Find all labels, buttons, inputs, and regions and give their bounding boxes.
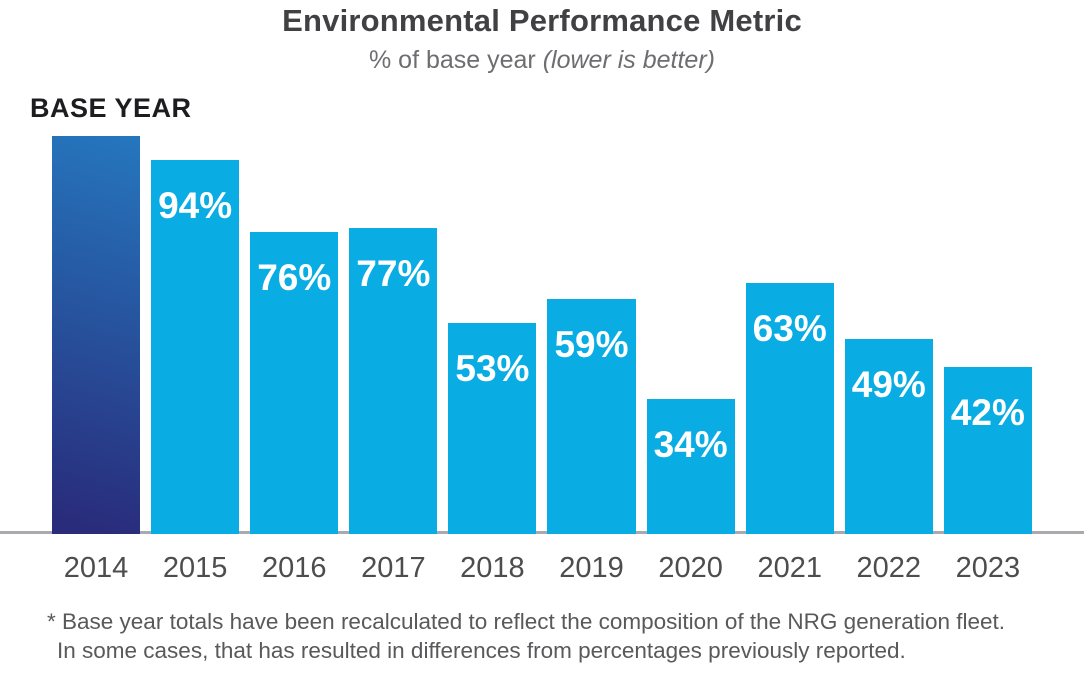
base-year-label: BASE YEAR bbox=[30, 93, 192, 123]
subtitle-text: % of base year bbox=[369, 46, 543, 74]
x-axis-label-2016: 2016 bbox=[261, 552, 327, 584]
bar-value-label-2021: 63% bbox=[752, 308, 827, 350]
bar-2023: 42% bbox=[943, 366, 1032, 534]
x-axis-label-2018: 2018 bbox=[460, 552, 525, 584]
subtitle-italic-text: (lower is better) bbox=[542, 46, 715, 74]
bar-2014 bbox=[52, 136, 141, 534]
bar-2016: 76% bbox=[250, 231, 339, 534]
bar-2020: 34% bbox=[646, 398, 735, 534]
x-axis-labels: 2014 2015 2016 2017 2018 2019 2020 2021 2022 2023 bbox=[52, 552, 1032, 585]
x-axis-label-2021: 2021 bbox=[757, 552, 822, 584]
chart-subtitle: % of base year (lower is better) bbox=[0, 46, 1084, 75]
x-axis-label-2023: 2023 bbox=[955, 552, 1021, 584]
x-axis-label-2014: 2014 bbox=[63, 552, 129, 584]
x-axis-label-2017: 2017 bbox=[361, 552, 426, 584]
bar-value-label-2019: 59% bbox=[554, 324, 629, 366]
bar-2017: 77% bbox=[349, 227, 438, 534]
bar-value-label-2015: 94% bbox=[158, 184, 233, 226]
bar-value-label-2023: 42% bbox=[950, 391, 1025, 433]
bar-2018: 53% bbox=[448, 323, 537, 534]
footnote: * Base year totals have been recalculate… bbox=[47, 607, 1067, 665]
x-axis-label-2019: 2019 bbox=[559, 552, 624, 584]
bar-2022: 49% bbox=[844, 338, 933, 534]
bar-2021: 63% bbox=[745, 283, 834, 534]
bar-2015: 94% bbox=[151, 159, 240, 534]
bar-value-label-2020: 34% bbox=[653, 423, 728, 465]
x-axis-label-2020: 2020 bbox=[658, 552, 723, 584]
x-axis-label-2015: 2015 bbox=[162, 552, 228, 584]
bar-value-label-2018: 53% bbox=[455, 348, 530, 390]
bar-value-label-2022: 49% bbox=[851, 363, 926, 405]
bar-2019: 59% bbox=[547, 299, 636, 534]
bar-value-label-2017: 77% bbox=[356, 252, 431, 294]
plot-area: 94% 76% 77% 53% 59% 34% 63% 49% 42% bbox=[52, 136, 1032, 534]
footnote-line-1: * Base year totals have been recalculate… bbox=[47, 609, 1006, 634]
bar-value-label-2016: 76% bbox=[257, 256, 332, 298]
footnote-line-2: In some cases, that has resulted in diff… bbox=[57, 638, 906, 663]
x-axis-label-2022: 2022 bbox=[856, 552, 922, 584]
chart-title: Environmental Performance Metric bbox=[282, 3, 802, 38]
x-axis-baseline bbox=[0, 531, 1084, 534]
